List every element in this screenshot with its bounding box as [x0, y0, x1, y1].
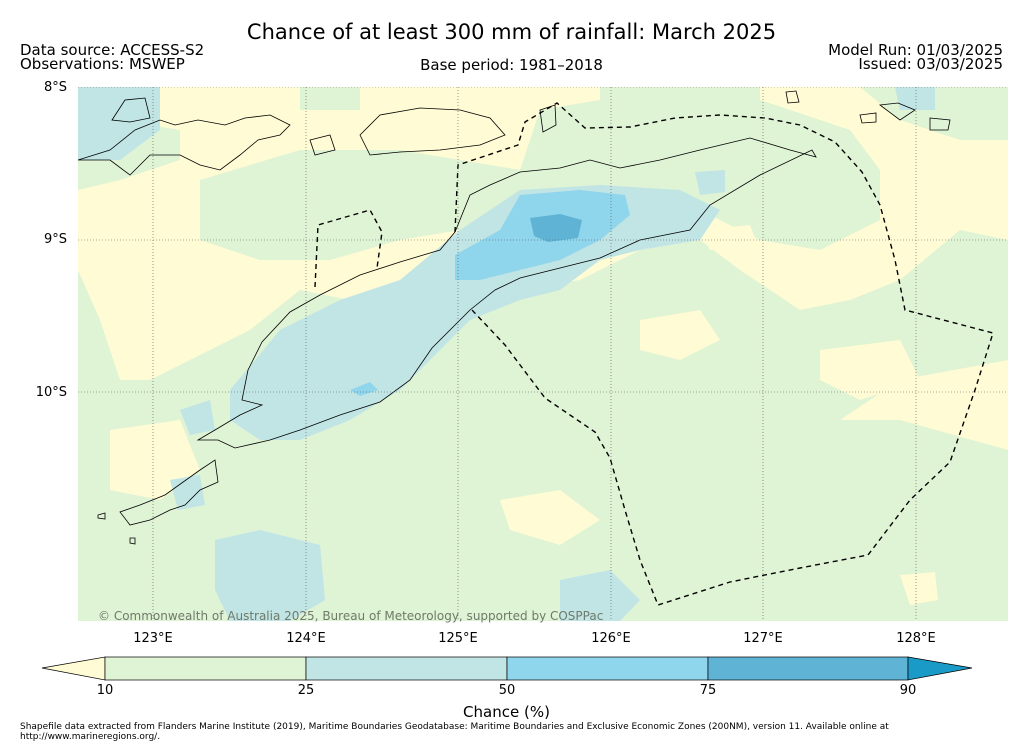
region-75-90	[530, 214, 582, 242]
lon-label-128e: 128°E	[896, 631, 936, 646]
colorbar-tick-25: 25	[297, 683, 315, 698]
data-source-label: Data source: ACCESS-S2	[20, 41, 205, 59]
colorbar-75-90	[707, 656, 909, 681]
colorbar-above-90	[907, 656, 973, 681]
lon-label-124e: 124°E	[286, 631, 326, 646]
footer-line-1: Shapefile data extracted from Flanders M…	[20, 722, 889, 732]
base-period-label: Base period: 1981–2018	[420, 56, 603, 74]
lat-label-10s: 10°S	[35, 385, 67, 400]
footer-note: Shapefile data extracted from Flanders M…	[20, 722, 889, 742]
colorbar-label: Chance (%)	[463, 703, 550, 721]
colorbar-tick-50: 50	[498, 683, 516, 698]
colorbar-tick-75: 75	[699, 683, 717, 698]
colorbar-25-50	[305, 656, 508, 681]
model-run-label: Model Run: 01/03/2025	[828, 41, 1003, 59]
lon-label-127e: 127°E	[743, 631, 783, 646]
observations-label: Observations: MSWEP	[20, 55, 185, 73]
lon-label-126e: 126°E	[591, 631, 631, 646]
colorbar-tick-10: 10	[96, 683, 114, 698]
copyright-notice: © Commonwealth of Australia 2025, Bureau…	[98, 609, 604, 623]
lat-label-8s: 8°S	[43, 80, 67, 95]
colorbar-tick-90: 90	[899, 683, 917, 698]
lat-label-9s: 9°S	[43, 232, 67, 247]
colorbar-50-75	[506, 656, 709, 681]
lon-label-125e: 125°E	[438, 631, 478, 646]
map-title: Chance of at least 300 mm of rainfall: M…	[246, 20, 777, 44]
colorbar-below-10	[41, 656, 106, 681]
footer-line-2: http://www.marineregions.org/.	[20, 732, 161, 742]
maritime-boundary	[314, 102, 994, 606]
issued-label: Issued: 03/03/2025	[858, 55, 1003, 73]
colorbar	[41, 656, 973, 681]
lon-label-123e: 123°E	[133, 631, 173, 646]
graticule	[78, 87, 1008, 621]
colorbar-10-25	[104, 656, 307, 681]
coastline	[78, 90, 951, 545]
